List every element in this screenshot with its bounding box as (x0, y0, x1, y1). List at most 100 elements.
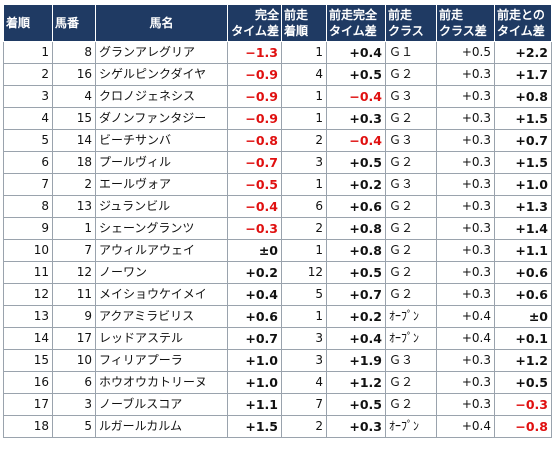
cell-horse-name: アクアミラビリス (95, 305, 228, 328)
cell-horse-name: エールヴォア (95, 173, 228, 196)
cell-horse-name: レッドアステル (95, 327, 228, 350)
cell-prev-class: Ｇ２ (385, 195, 437, 218)
header-prev-time-diff: 前走完全 タイム差 (326, 4, 386, 42)
cell-prev-time-diff: −0.4 (326, 85, 386, 108)
cell-class-diff: +0.3 (436, 217, 495, 240)
cell-prev-total-diff: +0.7 (494, 129, 552, 152)
cell-rank: 17 (3, 393, 53, 416)
cell-prev-rank: 6 (281, 195, 327, 218)
cell-number: 15 (52, 107, 96, 130)
cell-prev-class: Ｇ３ (385, 349, 437, 372)
cell-prev-class: Ｇ３ (385, 85, 437, 108)
cell-horse-name: ジュランビル (95, 195, 228, 218)
cell-number: 5 (52, 415, 96, 438)
cell-rank: 16 (3, 371, 53, 394)
table-row: 8 13 ジュランビル −0.4 6 +0.6 Ｇ２ +0.3 +1.3 (3, 195, 552, 218)
header-line: 前走 (284, 8, 309, 22)
cell-prev-time-diff: +0.3 (326, 107, 386, 130)
cell-prev-total-diff: +1.5 (494, 107, 552, 130)
header-line: クラス (388, 24, 424, 38)
cell-number: 14 (52, 129, 96, 152)
cell-rank: 3 (3, 85, 53, 108)
header-line: タイム差 (329, 24, 377, 38)
cell-prev-class: ｵｰﾌﾟﾝ (385, 305, 437, 328)
table-row: 9 1 シェーングランツ −0.3 2 +0.8 Ｇ２ +0.3 +1.4 (3, 217, 552, 240)
cell-prev-class: Ｇ２ (385, 393, 437, 416)
cell-prev-rank: 5 (281, 283, 327, 306)
cell-rank: 4 (3, 107, 53, 130)
cell-number: 9 (52, 305, 96, 328)
cell-horse-name: ダノンファンタジー (95, 107, 228, 130)
cell-prev-total-diff: ±0 (494, 305, 552, 328)
cell-time-diff: −0.9 (227, 85, 282, 108)
table-body: 1 8 グランアレグリア −1.3 1 +0.4 Ｇ１ +0.5 +2.2 2 16 シゲルピンクダイ… (3, 41, 552, 438)
cell-prev-time-diff: +0.3 (326, 415, 386, 438)
cell-time-diff: +1.0 (227, 371, 282, 394)
header-number: 馬番 (52, 4, 96, 42)
cell-horse-name: ホウオウカトリーヌ (95, 371, 228, 394)
cell-horse-name: グランアレグリア (95, 41, 228, 64)
cell-number: 4 (52, 85, 96, 108)
cell-class-diff: +0.3 (436, 85, 495, 108)
cell-prev-rank: 3 (281, 327, 327, 350)
cell-horse-name: ビーチサンバ (95, 129, 228, 152)
header-line: 前走 (388, 8, 413, 22)
cell-rank: 9 (3, 217, 53, 240)
cell-class-diff: +0.3 (436, 239, 495, 262)
table-row: 10 7 アウィルアウェイ ±0 1 +0.8 Ｇ２ +0.3 +1.1 (3, 239, 552, 262)
cell-horse-name: ノーワン (95, 261, 228, 284)
cell-rank: 5 (3, 129, 53, 152)
cell-time-diff: −0.9 (227, 107, 282, 130)
table-row: 15 10 フィリアプーラ +1.0 3 +1.9 Ｇ３ +0.3 +1.2 (3, 349, 552, 372)
header-line: タイム差 (231, 24, 279, 38)
header-line: 前走完全 (329, 8, 378, 22)
cell-prev-time-diff: +0.5 (326, 63, 386, 86)
cell-class-diff: +0.3 (436, 63, 495, 86)
table-row: 12 11 メイショウケイメイ +0.4 5 +0.7 Ｇ２ +0.3 +0.6 (3, 283, 552, 306)
cell-prev-time-diff: +0.2 (326, 305, 386, 328)
table-row: 1 8 グランアレグリア −1.3 1 +0.4 Ｇ１ +0.5 +2.2 (3, 41, 552, 64)
cell-prev-time-diff: +0.8 (326, 239, 386, 262)
cell-prev-rank: 1 (281, 173, 327, 196)
header-row: 着順 馬番 馬名 完全 タイム差 前走 着順 前走完全 タイム差 前走 クラス 前走 クラ… (3, 4, 552, 42)
cell-rank: 10 (3, 239, 53, 262)
cell-rank: 2 (3, 63, 53, 86)
cell-class-diff: +0.3 (436, 195, 495, 218)
table-row: 14 17 レッドアステル +0.7 3 +0.4 ｵｰﾌﾟﾝ +0.4 +0.1 (3, 327, 552, 350)
cell-prev-class: Ｇ２ (385, 217, 437, 240)
cell-class-diff: +0.3 (436, 129, 495, 152)
cell-prev-time-diff: +0.4 (326, 327, 386, 350)
table-row: 5 14 ビーチサンバ −0.8 2 −0.4 Ｇ３ +0.3 +0.7 (3, 129, 552, 152)
table-row: 3 4 クロノジェネシス −0.9 1 −0.4 Ｇ３ +0.3 +0.8 (3, 85, 552, 108)
cell-number: 16 (52, 63, 96, 86)
cell-prev-total-diff: +1.3 (494, 195, 552, 218)
cell-prev-rank: 4 (281, 63, 327, 86)
header-rank: 着順 (3, 4, 53, 42)
cell-prev-time-diff: −0.4 (326, 129, 386, 152)
cell-prev-rank: 1 (281, 305, 327, 328)
cell-time-diff: +0.4 (227, 283, 282, 306)
cell-horse-name: ノーブルスコア (95, 393, 228, 416)
cell-number: 12 (52, 261, 96, 284)
cell-prev-time-diff: +0.4 (326, 41, 386, 64)
cell-time-diff: −1.3 (227, 41, 282, 64)
cell-horse-name: クロノジェネシス (95, 85, 228, 108)
cell-number: 11 (52, 283, 96, 306)
cell-horse-name: メイショウケイメイ (95, 283, 228, 306)
cell-number: 18 (52, 151, 96, 174)
cell-rank: 12 (3, 283, 53, 306)
cell-horse-name: プールヴィル (95, 151, 228, 174)
cell-time-diff: −0.3 (227, 217, 282, 240)
cell-prev-class: ｵｰﾌﾟﾝ (385, 415, 437, 438)
cell-time-diff: +0.2 (227, 261, 282, 284)
cell-prev-rank: 1 (281, 85, 327, 108)
table-row: 6 18 プールヴィル −0.7 3 +0.5 Ｇ２ +0.3 +1.5 (3, 151, 552, 174)
results-table-container: 着順 馬番 馬名 完全 タイム差 前走 着順 前走完全 タイム差 前走 クラス 前走 クラ… (3, 4, 552, 438)
cell-prev-rank: 2 (281, 129, 327, 152)
cell-horse-name: フィリアプーラ (95, 349, 228, 372)
cell-prev-rank: 3 (281, 151, 327, 174)
cell-prev-total-diff: +0.6 (494, 283, 552, 306)
cell-number: 13 (52, 195, 96, 218)
table-row: 18 5 ルガールカルム +1.5 2 +0.3 ｵｰﾌﾟﾝ +0.4 −0.8 (3, 415, 552, 438)
cell-class-diff: +0.3 (436, 173, 495, 196)
